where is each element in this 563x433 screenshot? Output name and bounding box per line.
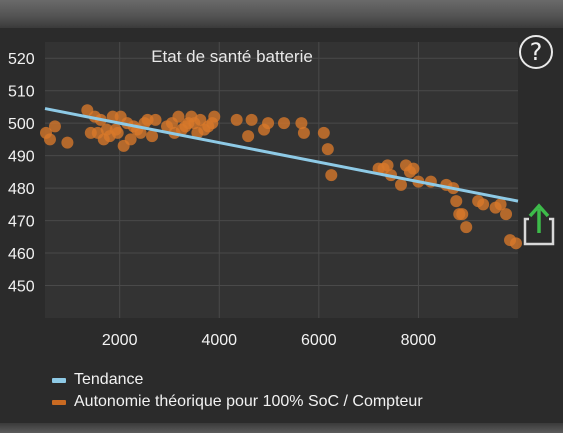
legend-label-trend: Tendance bbox=[74, 371, 144, 388]
data-point bbox=[450, 195, 463, 208]
data-point bbox=[477, 198, 490, 211]
data-point bbox=[456, 208, 469, 221]
y-tick-label: 450 bbox=[8, 279, 35, 296]
x-tick-label: 6000 bbox=[301, 332, 337, 349]
plot-area bbox=[45, 42, 518, 318]
data-point bbox=[321, 143, 334, 156]
legend-item-trend: Tendance bbox=[52, 369, 423, 391]
data-point bbox=[510, 237, 523, 250]
share-icon bbox=[523, 203, 555, 246]
x-tick-label: 8000 bbox=[401, 332, 437, 349]
data-point bbox=[172, 110, 185, 123]
data-point bbox=[61, 136, 74, 149]
data-point bbox=[407, 162, 420, 175]
data-point bbox=[500, 208, 513, 221]
data-point bbox=[149, 113, 162, 126]
share-button[interactable] bbox=[522, 203, 556, 247]
data-point bbox=[381, 159, 394, 172]
data-point bbox=[134, 126, 147, 139]
data-point bbox=[394, 178, 407, 191]
y-tick-label: 520 bbox=[8, 51, 35, 68]
data-point bbox=[124, 133, 137, 146]
y-tick-label: 500 bbox=[8, 116, 35, 133]
data-point bbox=[325, 169, 338, 182]
data-point bbox=[277, 117, 290, 130]
y-tick-label: 480 bbox=[8, 181, 35, 198]
data-point bbox=[317, 126, 330, 139]
tick-labels: 450 460 470 480 490 500 510 520 2000 4000 6000 8000 bbox=[8, 51, 436, 349]
data-point bbox=[460, 221, 473, 234]
data-point bbox=[208, 110, 221, 123]
chart-legend: Tendance Autonomie théorique pour 100% S… bbox=[52, 369, 423, 413]
legend-swatch-points bbox=[52, 399, 66, 405]
chart-title: Etat de santé batterie bbox=[151, 47, 313, 66]
y-tick-label: 510 bbox=[8, 84, 35, 101]
data-point bbox=[48, 120, 61, 133]
legend-label-points: Autonomie théorique pour 100% SoC / Comp… bbox=[74, 393, 423, 410]
data-point bbox=[242, 130, 255, 143]
data-point bbox=[230, 113, 243, 126]
data-point bbox=[194, 113, 207, 126]
data-point bbox=[262, 117, 275, 130]
bottom-bar bbox=[0, 423, 563, 433]
data-point bbox=[245, 113, 258, 126]
help-button[interactable]: ? bbox=[519, 35, 553, 69]
legend-swatch-trend bbox=[52, 377, 66, 383]
y-tick-label: 470 bbox=[8, 214, 35, 231]
y-tick-label: 490 bbox=[8, 149, 35, 166]
x-tick-label: 4000 bbox=[201, 332, 237, 349]
y-tick-label: 460 bbox=[8, 246, 35, 263]
data-point bbox=[297, 126, 310, 139]
data-point bbox=[295, 117, 308, 130]
data-point bbox=[111, 126, 124, 139]
x-tick-label: 2000 bbox=[102, 332, 138, 349]
data-point bbox=[494, 198, 507, 211]
legend-item-points: Autonomie théorique pour 100% SoC / Comp… bbox=[52, 391, 423, 413]
data-point bbox=[146, 130, 159, 143]
trend-line bbox=[44, 107, 519, 203]
data-point bbox=[43, 133, 56, 146]
top-bar bbox=[0, 0, 563, 28]
trend-line-group bbox=[44, 107, 519, 203]
